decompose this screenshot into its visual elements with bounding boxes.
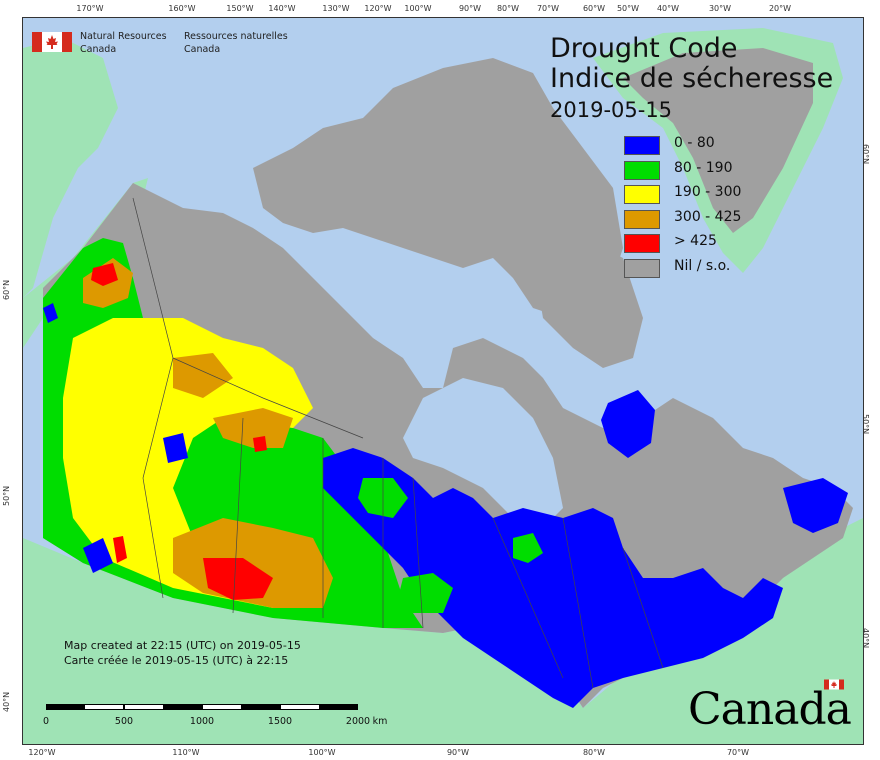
usa-land xyxy=(23,518,863,744)
legend-swatch xyxy=(624,258,660,278)
tick-top-14: 20°W xyxy=(768,4,792,13)
agency-fr-line2: Canada xyxy=(184,44,221,55)
agency-fr: Ressources naturelles Canada xyxy=(184,30,288,56)
scale-label: 0 xyxy=(42,716,50,727)
legend-label: Nil / s.o. xyxy=(674,257,731,274)
tick-top-5: 120°W xyxy=(364,4,392,13)
legend-swatch xyxy=(624,234,660,253)
tick-top-2: 150°W xyxy=(226,4,254,13)
credit-en: Map created at 22:15 (UTC) on 2019-05-15 xyxy=(64,639,301,652)
hudson-bay xyxy=(403,378,563,528)
tick-bottom-1: 110°W xyxy=(172,748,200,757)
greenland-ice xyxy=(623,48,813,233)
drought-blue-labrador xyxy=(601,390,655,458)
title-fr: Indice de sécheresse xyxy=(550,63,834,94)
tick-bottom-2: 100°W xyxy=(308,748,336,757)
scale-segment xyxy=(163,704,202,710)
canada-wordmark: Canada xyxy=(688,676,852,735)
tick-top-0: 170°W xyxy=(76,4,104,13)
tick-top-13: 30°W xyxy=(708,4,732,13)
tick-left-1: 50°N xyxy=(2,485,11,506)
scale-segment xyxy=(319,704,358,710)
tick-right-1: 50°N xyxy=(861,414,870,435)
wordmark-flag-icon xyxy=(824,679,844,690)
tick-bottom-0: 120°W xyxy=(28,748,56,757)
alaska-land xyxy=(23,38,118,298)
wordmark-text: Canada xyxy=(688,684,852,735)
agency-en-line1: Natural Resources xyxy=(80,31,167,42)
legend-swatch xyxy=(624,209,660,229)
legend-label: 190 - 300 xyxy=(674,184,742,200)
legend-label: > 425 xyxy=(674,233,717,249)
arctic-islands xyxy=(253,58,623,318)
tick-top-4: 130°W xyxy=(322,4,350,13)
tick-right-2: 40°N xyxy=(861,628,870,649)
tick-top-12: 40°W xyxy=(656,4,680,13)
drought-blue-east xyxy=(323,448,783,708)
map-frame xyxy=(22,17,864,745)
tick-bottom-5: 70°W xyxy=(726,748,750,757)
scale-label: 1500 xyxy=(267,716,293,727)
provincial-borders xyxy=(132,197,664,689)
scale-unit: km xyxy=(372,716,388,727)
scale-label: 500 xyxy=(114,716,134,727)
drought-red-west xyxy=(91,263,273,600)
drought-blue-newfoundland xyxy=(783,478,848,533)
legend-label: 300 - 425 xyxy=(674,208,742,225)
scale-label: 2000 xyxy=(345,716,371,727)
tick-top-9: 70°W xyxy=(536,4,560,13)
legend-swatch xyxy=(624,185,660,204)
scale-segment xyxy=(241,704,280,710)
tick-top-11: 50°W xyxy=(616,4,640,13)
canada-flag-icon xyxy=(32,32,72,52)
tick-top-10: 60°W xyxy=(582,4,606,13)
credit-fr: Carte créée le 2019-05-15 (UTC) à 22:15 xyxy=(64,654,289,667)
map-date: 2019-05-15 xyxy=(550,98,673,122)
legend-label: 80 - 190 xyxy=(674,159,733,176)
agency-en-line2: Canada xyxy=(80,44,117,55)
baffin-island xyxy=(533,238,643,368)
tick-top-1: 160°W xyxy=(168,4,196,13)
legend-label: 0 - 80 xyxy=(674,135,715,151)
title-en: Drought Code xyxy=(550,33,738,64)
tick-bottom-3: 90°W xyxy=(446,748,470,757)
map-credits: Map created at 22:15 (UTC) on 2019-05-15… xyxy=(64,638,301,668)
legend-swatch xyxy=(624,160,660,180)
tick-left-2: 40°N xyxy=(2,691,11,712)
agency-en: Natural Resources Canada xyxy=(80,30,167,56)
drought-green-east xyxy=(358,478,543,613)
tick-top-7: 90°W xyxy=(458,4,482,13)
drought-code-map xyxy=(23,18,863,744)
drought-orange-west xyxy=(83,258,333,608)
tick-left-0: 60°N xyxy=(2,279,11,300)
map-title: Drought Code Indice de sécheresse 2019-0… xyxy=(550,34,833,124)
legend-swatch xyxy=(624,136,660,155)
agency-fr-line1: Ressources naturelles xyxy=(184,31,288,42)
tick-top-3: 140°W xyxy=(268,4,296,13)
scale-segment xyxy=(46,704,85,710)
drought-yellow-west xyxy=(63,318,323,608)
tick-top-6: 100°W xyxy=(404,4,432,13)
tick-right-0: 60°N xyxy=(861,144,870,165)
tick-top-8: 80°W xyxy=(496,4,520,13)
tick-bottom-4: 80°W xyxy=(582,748,606,757)
scale-label: 1000 xyxy=(189,716,215,727)
